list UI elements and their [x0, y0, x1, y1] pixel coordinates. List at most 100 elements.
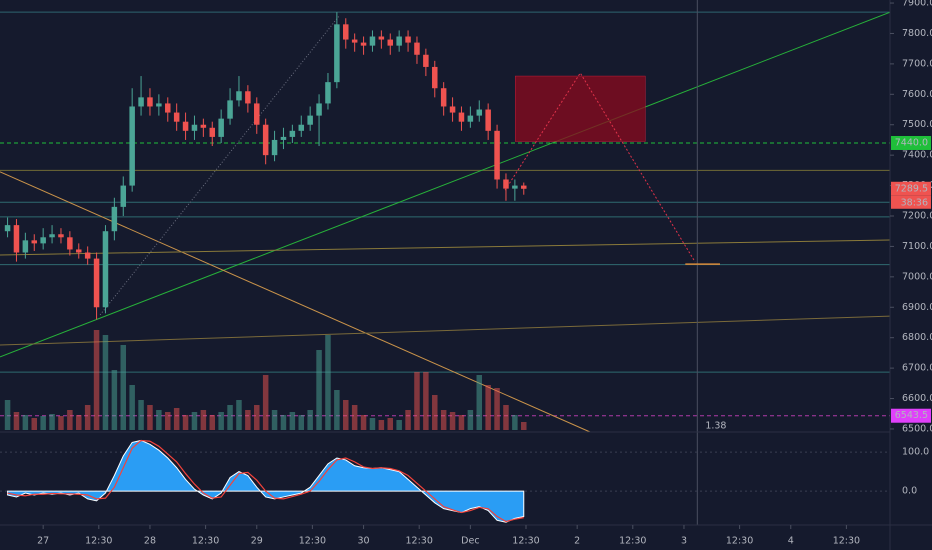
- y-tick-label: 7800.0: [902, 28, 932, 39]
- volume-bar: [521, 422, 527, 430]
- oscillator-signal: [7, 439, 524, 523]
- candle-body: [129, 106, 135, 186]
- candle-body: [280, 136, 287, 140]
- volume-bar: [245, 410, 251, 430]
- candle-body: [467, 115, 474, 122]
- candle-body: [209, 127, 216, 137]
- volume-pane: [4, 330, 527, 430]
- volume-bar: [120, 345, 127, 430]
- volume-bar: [147, 405, 153, 430]
- candle-body: [191, 124, 198, 131]
- volume-bar: [138, 400, 144, 430]
- volume-bar: [494, 388, 500, 430]
- candle-body: [218, 118, 224, 137]
- volume-bar: [467, 410, 474, 430]
- volume-bar: [209, 415, 216, 430]
- volume-bar: [369, 418, 376, 430]
- volume-bar: [458, 415, 465, 430]
- trend-line: [0, 171, 591, 433]
- volume-bar: [405, 410, 411, 430]
- x-tick-label: 12:30: [192, 536, 219, 547]
- candle-body: [262, 124, 269, 156]
- trend-line: [0, 11, 891, 358]
- price-label: 6543.5: [895, 410, 928, 421]
- candle-body: [298, 124, 305, 131]
- candle-body: [334, 24, 340, 83]
- volume-bar: [49, 414, 55, 430]
- volume-bar: [254, 405, 260, 430]
- volume-bar: [503, 405, 509, 430]
- volume-bar: [316, 350, 322, 430]
- volume-bar: [396, 420, 402, 430]
- volume-bar: [111, 370, 118, 430]
- volume-bar: [13, 412, 20, 430]
- x-tick-label: 12:30: [405, 536, 432, 547]
- volume-bar: [156, 410, 162, 430]
- price-label: 7289.5: [895, 183, 928, 194]
- candle-body: [22, 240, 29, 253]
- candle-body: [227, 100, 233, 119]
- candle-body: [165, 103, 171, 113]
- volume-bar: [173, 408, 180, 430]
- candle-body: [343, 24, 349, 40]
- volume-bar: [289, 412, 296, 430]
- volume-bar: [129, 385, 135, 430]
- volume-bar: [440, 410, 447, 430]
- volume-bar: [200, 410, 207, 430]
- y2-tick-label: 100.0: [902, 447, 929, 458]
- candle-body: [360, 42, 367, 46]
- candle-body: [236, 91, 242, 101]
- volume-bar: [325, 335, 331, 430]
- candle-body: [405, 36, 411, 43]
- volume-bar: [334, 390, 340, 430]
- candle-body: [521, 185, 527, 189]
- volume-bar: [271, 410, 278, 430]
- x-tick-label: Dec: [461, 536, 479, 547]
- y-tick-label: 7700.0: [902, 58, 932, 69]
- y-tick-label: 7600.0: [902, 89, 932, 100]
- volume-bar: [449, 412, 456, 430]
- x-tick-label: 12:30: [85, 536, 112, 547]
- y-tick-label: 6800.0: [902, 332, 932, 343]
- volume-bar: [236, 400, 242, 430]
- candle-body: [432, 66, 438, 89]
- y-tick-label: 6700.0: [902, 363, 932, 374]
- volume-bar: [31, 418, 38, 430]
- candle-body: [200, 124, 207, 128]
- y-tick-label: 7000.0: [902, 271, 932, 282]
- volume-bar: [58, 416, 64, 430]
- volume-bar: [280, 415, 287, 430]
- volume-bar: [22, 415, 29, 430]
- candle-body: [449, 106, 456, 113]
- axes: 100.0 0.0 7900.0 7800.0 7700.0 7600.0 7500.0 74…: [37, 0, 932, 547]
- candle-body: [67, 237, 73, 250]
- trend-line: [0, 315, 891, 346]
- price-label: 7440.0: [895, 137, 928, 148]
- volume-bar: [191, 412, 198, 430]
- y-tick-label: 6900.0: [902, 302, 932, 313]
- x-tick-label: 12:30: [726, 536, 753, 547]
- candle-body: [173, 112, 180, 122]
- volume-bar: [93, 330, 100, 430]
- countdown-box: [891, 195, 931, 209]
- candle-body: [31, 240, 38, 244]
- x-tick-label: 12:30: [299, 536, 326, 547]
- candle-body: [316, 103, 322, 116]
- x-tick-label: 4: [788, 536, 794, 547]
- volume-bar: [432, 395, 438, 430]
- volume-bar: [387, 418, 394, 430]
- candle-body: [13, 225, 20, 253]
- candle-body: [156, 103, 162, 107]
- x-tick-label: 3: [681, 536, 687, 547]
- y2-tick-label: 0.0: [902, 486, 917, 497]
- candle-body: [512, 185, 518, 189]
- volume-bar: [485, 385, 491, 430]
- x-tick-label: 29: [251, 536, 263, 547]
- volume-bar: [476, 375, 483, 430]
- candle-body: [245, 91, 251, 104]
- volume-bar: [40, 416, 46, 430]
- candle-body: [4, 225, 11, 232]
- volume-bar: [102, 335, 109, 430]
- volume-bar: [165, 412, 171, 430]
